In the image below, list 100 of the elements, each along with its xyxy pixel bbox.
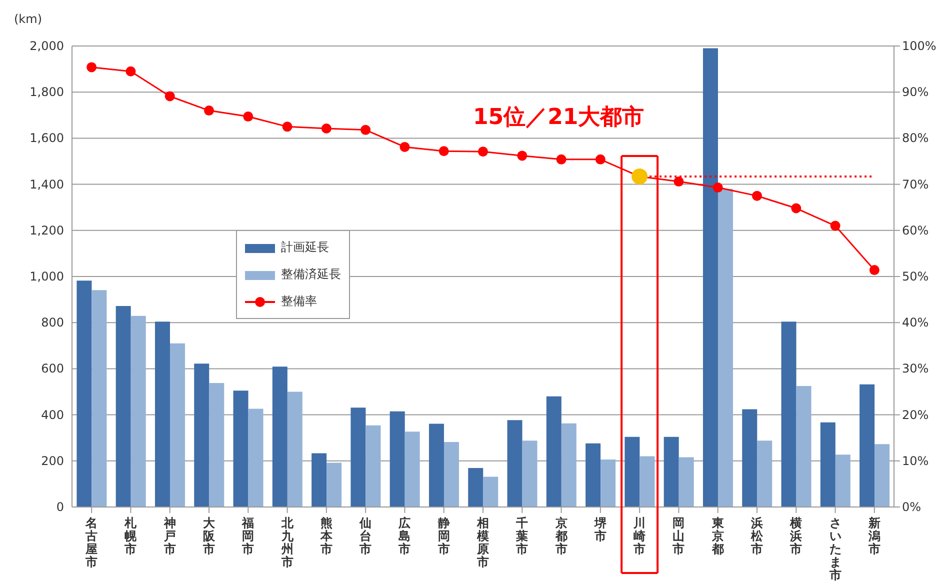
bar: [130, 316, 146, 507]
bar: [522, 440, 538, 507]
bar: [248, 408, 264, 507]
y-tick-label: 1,400: [30, 177, 64, 192]
x-tick-label: 横浜市: [789, 516, 802, 556]
bar: [820, 422, 836, 507]
bar: [194, 364, 210, 507]
bar: [757, 440, 772, 507]
point: [712, 182, 723, 193]
legend-label: 整備済延長: [281, 266, 341, 283]
y2-tick-label: 80%: [902, 131, 929, 146]
y2-tick-label: 40%: [902, 316, 929, 330]
point: [752, 190, 762, 201]
y-tick-label: 1,200: [30, 223, 64, 238]
point: [517, 150, 528, 161]
x-tick-label: 東京都: [710, 516, 725, 556]
bar: [702, 48, 718, 507]
y-tick-label: 400: [41, 408, 64, 422]
x-tick-label: 名古屋市: [84, 516, 98, 569]
bar: [624, 436, 640, 507]
x-tick-label: 札幌市: [124, 516, 138, 556]
y-tick-label: 1,800: [30, 85, 64, 100]
point: [595, 154, 606, 164]
x-tick-label: 千葉市: [515, 516, 528, 556]
bar: [272, 366, 288, 507]
x-tick-label: 岡山市: [672, 516, 685, 556]
bar: [326, 462, 342, 507]
x-tick-label: 神戸市: [162, 516, 176, 556]
bar: [561, 423, 576, 507]
y-tick-label: 600: [41, 362, 64, 376]
point: [86, 62, 97, 72]
point: [791, 203, 802, 214]
bar: [507, 420, 522, 507]
annotation: 15位／21大都市: [473, 104, 644, 132]
bar: [600, 460, 616, 507]
y2-tick-label: 100%: [902, 39, 936, 53]
y2-tick-label: 70%: [902, 177, 929, 192]
bar: [796, 386, 812, 507]
y2-tick-label: 20%: [902, 408, 929, 422]
y2-tick-label: 0%: [902, 500, 922, 514]
bar: [209, 382, 224, 507]
x-tick-label: さいたま市: [828, 516, 842, 582]
point: [164, 91, 175, 102]
point: [321, 124, 332, 134]
point: [869, 265, 880, 276]
bar: [76, 280, 92, 507]
y-tick-label: 200: [41, 454, 64, 468]
point: [126, 66, 136, 76]
x-tick-label: 静岡市: [436, 516, 450, 556]
y2-tick-label: 60%: [902, 223, 929, 238]
bar: [170, 343, 185, 507]
point: [360, 124, 371, 135]
y-tick-label: 800: [41, 316, 64, 330]
y2-tick-label: 30%: [902, 362, 929, 376]
point: [556, 154, 566, 164]
y-tick-label: 2,000: [30, 39, 64, 53]
x-tick-label: 仙台市: [358, 516, 372, 556]
bar: [116, 306, 131, 507]
bar: [312, 453, 327, 507]
y-axis-title: (km): [14, 12, 42, 26]
bar: [287, 392, 302, 507]
point: [400, 142, 410, 152]
legend-label: 計画延長: [281, 239, 329, 256]
x-tick-label: 北九州市: [280, 516, 294, 569]
y-tick-label: 1,000: [30, 270, 64, 284]
y2-tick-label: 10%: [902, 454, 929, 468]
bar: [350, 408, 366, 507]
x-tick-label: 京都市: [554, 516, 568, 556]
bar: [468, 468, 484, 507]
y2-tick-label: 50%: [902, 270, 929, 284]
x-tick-label: 堺市: [593, 516, 608, 543]
point: [282, 122, 292, 132]
bar: [781, 322, 796, 507]
bar: [860, 384, 875, 507]
x-tick-label: 福岡市: [241, 516, 254, 556]
bar: [742, 409, 758, 507]
x-tick-label: 熊本市: [319, 516, 334, 556]
point: [438, 146, 449, 156]
bar: [428, 424, 444, 507]
bar: [835, 454, 850, 507]
bar: [444, 442, 459, 507]
bar: [664, 436, 679, 507]
x-tick-label: 新潟市: [867, 516, 880, 556]
point: [243, 112, 254, 122]
x-tick-label: 浜松市: [750, 516, 764, 556]
bar: [92, 290, 107, 507]
y-tick-label: 0: [56, 500, 64, 514]
point: [830, 220, 840, 231]
x-tick-label: 相模原市: [476, 516, 489, 569]
point: [478, 146, 488, 157]
x-tick-label: 川崎市: [632, 516, 646, 556]
bar: [718, 188, 733, 507]
point: [674, 176, 684, 187]
bar: [874, 444, 890, 507]
legend-label: 整備率: [281, 293, 317, 310]
bar: [483, 476, 498, 507]
bar: [390, 411, 405, 507]
bar: [233, 390, 248, 507]
bar: [154, 322, 170, 507]
bar: [640, 456, 655, 507]
